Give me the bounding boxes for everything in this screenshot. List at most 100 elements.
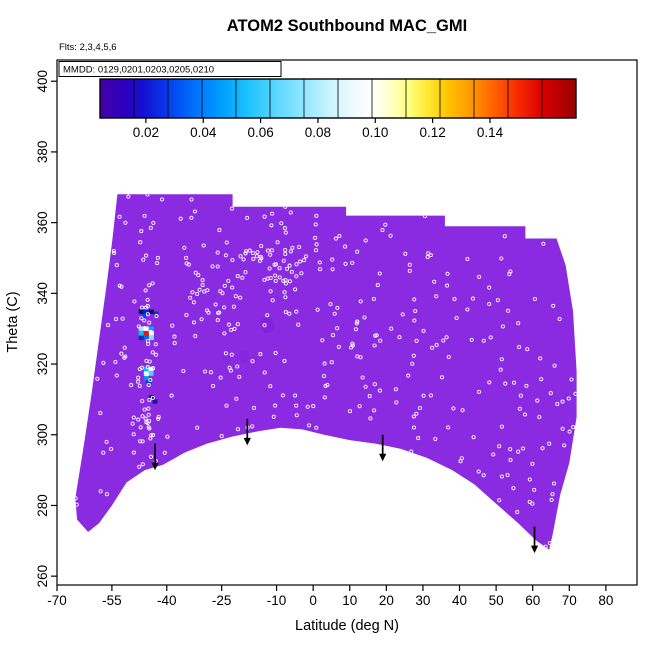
sample-marker <box>215 264 220 269</box>
sample-marker <box>375 283 380 288</box>
sample-marker <box>498 367 503 372</box>
sample-marker <box>143 416 148 421</box>
sample-marker <box>280 393 285 398</box>
sample-marker <box>413 308 418 314</box>
sample-marker <box>406 373 411 378</box>
sample-marker <box>566 396 571 401</box>
sample-marker <box>354 321 359 326</box>
sample-marker <box>184 313 189 318</box>
sample-marker <box>123 220 128 225</box>
sample-marker <box>314 242 319 247</box>
sample-marker <box>377 388 383 393</box>
sample-marker <box>156 414 161 420</box>
sample-marker <box>269 248 274 253</box>
hotspot-cell <box>138 331 144 336</box>
sample-marker <box>146 412 151 417</box>
sample-marker <box>439 375 445 380</box>
sample-marker <box>130 421 135 426</box>
hotspot-cell <box>143 331 149 336</box>
sample-marker <box>471 435 476 440</box>
sample-marker <box>114 373 119 378</box>
profile-arrow <box>530 526 539 554</box>
sample-marker <box>259 256 264 261</box>
sample-marker <box>294 262 299 267</box>
sample-marker <box>237 374 242 379</box>
sample-marker <box>243 251 248 256</box>
sample-marker <box>434 343 439 348</box>
sample-marker <box>527 477 532 482</box>
sample-marker <box>172 341 177 346</box>
sample-marker <box>426 251 431 256</box>
sample-marker <box>516 449 521 454</box>
sample-marker <box>101 360 106 365</box>
sample-marker <box>259 243 264 249</box>
x-axis-title: Latitude (deg N) <box>295 618 399 634</box>
y-tick-label: 300 <box>35 423 50 446</box>
sample-marker <box>294 413 299 418</box>
colorbar: 0.02 0.04 0.06 0.08 0.10 0.12 0.14 <box>99 78 577 140</box>
hotspot-cell <box>138 326 144 331</box>
sample-marker <box>184 261 189 266</box>
sample-marker <box>428 393 433 398</box>
sample-marker <box>272 262 277 267</box>
sample-marker <box>131 415 136 420</box>
sample-marker <box>549 497 554 502</box>
sample-marker <box>303 254 308 259</box>
sample-marker <box>146 406 151 411</box>
sample-marker <box>184 255 189 260</box>
sample-marker <box>371 296 376 302</box>
sample-marker <box>148 474 153 480</box>
sample-marker <box>499 357 504 362</box>
sample-marker <box>337 233 342 239</box>
hotspot-cell <box>148 326 154 331</box>
sample-marker <box>414 411 419 416</box>
sample-marker <box>122 345 127 350</box>
x-tick-label: -40 <box>157 593 177 608</box>
sample-marker <box>481 473 486 478</box>
sample-marker <box>241 257 246 262</box>
x-tick-label: 10 <box>342 593 357 608</box>
sample-marker <box>476 469 481 474</box>
sample-marker <box>497 444 502 449</box>
sample-marker <box>297 245 302 250</box>
sample-marker <box>527 499 532 504</box>
sample-marker <box>282 359 287 364</box>
sample-marker <box>113 317 119 322</box>
hotspot-cell <box>143 375 149 381</box>
sample-marker <box>367 394 372 399</box>
sample-marker <box>235 322 240 327</box>
sample-marker <box>511 380 517 385</box>
sample-marker <box>213 302 218 307</box>
sample-marker <box>547 441 552 446</box>
sample-marker <box>497 498 502 503</box>
sample-marker <box>535 398 540 403</box>
sample-marker <box>218 289 223 294</box>
arrow-head <box>151 462 159 471</box>
hotspot-cell <box>146 380 152 385</box>
sample-marker <box>138 439 143 444</box>
mmdd-legend: MMDD: 0129,0201,0203,0205,0210 <box>58 61 282 77</box>
sample-marker <box>336 344 341 349</box>
x-tick-label: -55 <box>102 593 122 608</box>
sample-marker <box>193 334 198 339</box>
hotspot-cell <box>143 309 149 314</box>
sample-marker <box>508 269 513 274</box>
sample-marker <box>223 253 228 258</box>
sample-marker <box>223 351 228 356</box>
sample-marker <box>287 263 292 268</box>
sample-marker <box>476 389 482 394</box>
sample-marker <box>98 489 103 494</box>
sample-marker <box>139 229 144 234</box>
sample-marker <box>114 263 119 268</box>
sample-marker <box>222 305 227 310</box>
sample-marker <box>140 414 145 419</box>
sample-marker <box>350 341 355 346</box>
sample-marker <box>469 337 474 342</box>
sample-marker <box>333 236 338 241</box>
sample-marker <box>555 401 560 407</box>
colorbar-tick-label: 0.04 <box>190 125 217 140</box>
sample-marker <box>495 298 500 303</box>
sample-marker <box>250 251 256 256</box>
sample-marker <box>301 258 307 263</box>
sample-marker <box>192 209 197 214</box>
